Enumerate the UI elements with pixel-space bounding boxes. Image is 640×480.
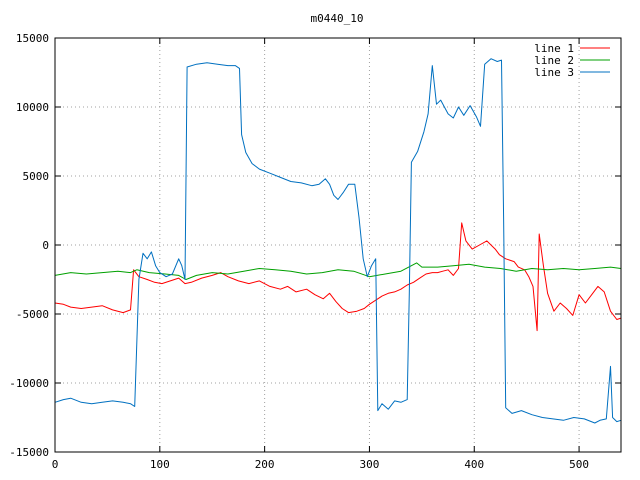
legend-label-2: line 2 [534,54,574,67]
x-tick-label: 300 [360,458,380,471]
y-tick-label: 15000 [16,32,49,45]
series-line-3 [54,58,622,424]
axis-ticks: -15000 -10000 -5000 0 5000 10000 15000 0 100 200 3… [9,32,621,471]
series-line-2 [54,262,622,280]
y-tick-label: 10000 [16,101,49,114]
series-line-1 [54,222,622,332]
x-tick-label: 100 [150,458,170,471]
y-tick-label: 5000 [23,170,50,183]
x-tick-label: 500 [569,458,589,471]
x-tick-label: 400 [464,458,484,471]
chart-series [54,58,622,424]
x-tick-label: 200 [255,458,275,471]
legend-label-3: line 3 [534,66,574,79]
chart-grid [55,38,621,452]
y-tick-label: -5000 [16,308,49,321]
y-tick-label: -15000 [9,446,49,459]
x-tick-label: 0 [52,458,59,471]
legend-label-1: line 1 [534,42,574,55]
y-tick-label: -10000 [9,377,49,390]
y-tick-label: 0 [42,239,49,252]
chart-title: m0440_10 [311,12,364,25]
plot-border [54,37,622,453]
